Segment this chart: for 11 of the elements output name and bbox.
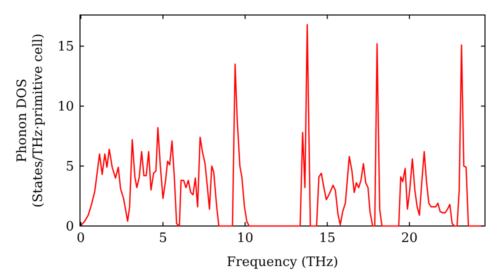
x-tick-label: 5 xyxy=(158,231,168,246)
x-axis-title: Frequency (THz) xyxy=(226,255,338,270)
x-tick-label: 15 xyxy=(319,231,336,246)
y-tick-label: 5 xyxy=(66,160,74,175)
x-tick-label: 20 xyxy=(401,231,418,246)
x-tick-label: 0 xyxy=(76,231,85,246)
y-axis-title: Phonon DOS (States/THz·primitive cell) xyxy=(15,33,46,208)
y-tick-label: 0 xyxy=(66,220,74,235)
y-tick-label: 10 xyxy=(57,100,74,115)
y-tick-label: 15 xyxy=(57,40,74,55)
x-tick-label: 10 xyxy=(236,231,254,246)
